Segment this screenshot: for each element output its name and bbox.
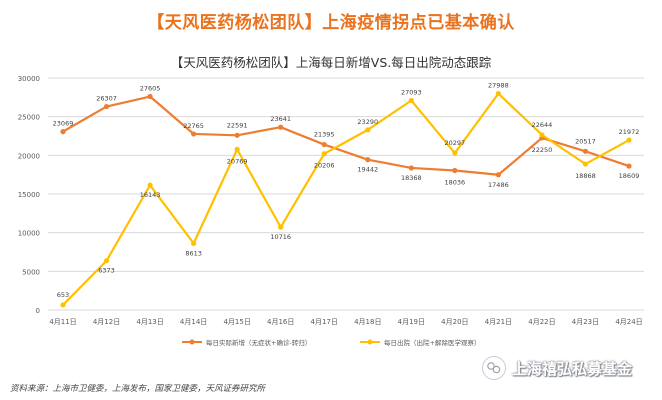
- data-label: 23290: [357, 118, 378, 126]
- data-label: 20297: [445, 139, 466, 147]
- y-tick-label: 5000: [22, 268, 40, 276]
- data-point: [365, 127, 371, 133]
- data-point: [495, 172, 501, 178]
- data-label: 22250: [532, 146, 553, 154]
- x-tick-label: 4月18日: [354, 318, 381, 326]
- x-tick-label: 4月23日: [572, 318, 599, 326]
- data-label: 18609: [619, 172, 640, 180]
- data-point: [278, 124, 284, 130]
- data-label: 20206: [314, 162, 335, 170]
- source-note: 资料来源：上海市卫健委，上海发布，国家卫健委，天风证券研究所: [10, 384, 266, 394]
- data-point: [278, 224, 284, 230]
- data-point: [321, 141, 327, 148]
- data-label: 27093: [401, 88, 422, 96]
- data-point: [452, 167, 458, 174]
- y-tick-label: 20000: [18, 152, 40, 160]
- data-label: 653: [57, 291, 69, 299]
- data-label: 27988: [488, 82, 509, 90]
- data-label: 6373: [98, 267, 115, 275]
- data-label: 22644: [532, 121, 553, 129]
- data-point: [408, 97, 414, 104]
- data-label: 18868: [575, 172, 596, 180]
- data-point: [191, 240, 197, 246]
- data-point: [321, 151, 327, 157]
- data-point: [452, 150, 458, 156]
- data-label: 21395: [314, 131, 335, 139]
- x-tick-label: 4月14日: [180, 318, 207, 326]
- x-tick-label: 4月11日: [49, 318, 76, 326]
- data-label: 17486: [488, 181, 509, 189]
- data-label: 10716: [270, 233, 291, 241]
- data-label: 22591: [227, 121, 248, 129]
- y-tick-label: 0: [36, 307, 40, 315]
- data-label: 23069: [53, 120, 74, 128]
- data-label: 20517: [575, 137, 596, 145]
- data-point: [103, 103, 110, 110]
- x-tick-label: 4月17日: [311, 318, 338, 326]
- series-line-1: [62, 95, 630, 176]
- data-label: 22765: [183, 122, 204, 130]
- x-tick-label: 4月22日: [528, 318, 555, 326]
- x-tick-label: 4月19日: [398, 318, 425, 326]
- data-point: [582, 161, 589, 167]
- wechat-icon: [482, 356, 506, 380]
- legend-marker: [367, 339, 373, 345]
- legend-label: 每日出院（出院+解除医学观察）: [384, 338, 480, 347]
- data-point: [103, 258, 110, 264]
- chart-title: 【天风医药杨松团队】上海每日新增VS.每日出院动态跟踪: [170, 55, 492, 70]
- data-point: [495, 90, 501, 97]
- data-label: 27605: [140, 85, 161, 93]
- data-point: [191, 131, 197, 137]
- data-label: 23641: [270, 115, 291, 123]
- data-label: 8613: [185, 249, 202, 257]
- data-point: [60, 302, 66, 308]
- headline: 【天风医药杨松团队】上海疫情拐点已基本确认: [147, 13, 515, 33]
- watermark-text: 上海禧弘私募基金: [512, 359, 633, 378]
- data-point: [147, 182, 153, 188]
- data-point: [147, 93, 153, 100]
- data-point: [234, 132, 240, 138]
- x-tick-label: 4月12日: [93, 318, 120, 326]
- legend-marker: [189, 339, 195, 345]
- data-label: 20769: [227, 157, 248, 165]
- data-point: [626, 137, 632, 143]
- data-label: 18368: [401, 174, 422, 182]
- data-point: [365, 157, 371, 163]
- x-tick-label: 4月20日: [441, 318, 468, 326]
- y-tick-label: 15000: [18, 191, 40, 199]
- data-point: [582, 148, 589, 154]
- x-tick-label: 4月24日: [615, 318, 642, 326]
- x-tick-label: 4月13日: [136, 318, 163, 326]
- legend-label: 每日实际新增（无症状+确诊-转归）: [206, 338, 311, 347]
- x-tick-label: 4月16日: [267, 318, 294, 326]
- data-label: 19442: [357, 166, 378, 174]
- data-label: 26307: [96, 95, 117, 103]
- data-label: 21972: [619, 128, 640, 136]
- x-tick-label: 4月15日: [223, 318, 250, 326]
- y-tick-label: 30000: [18, 75, 40, 83]
- series-line-2: [62, 92, 630, 306]
- y-tick-label: 25000: [18, 114, 40, 122]
- data-point: [234, 146, 240, 152]
- data-point: [626, 163, 632, 169]
- watermark: 上海禧弘私募基金: [482, 356, 632, 380]
- x-tick-label: 4月21日: [485, 318, 512, 326]
- y-tick-label: 10000: [18, 230, 40, 238]
- data-label: 18036: [445, 179, 466, 187]
- data-point: [60, 128, 66, 135]
- data-label: 16143: [140, 191, 161, 199]
- data-point: [408, 165, 414, 171]
- data-point: [539, 132, 545, 138]
